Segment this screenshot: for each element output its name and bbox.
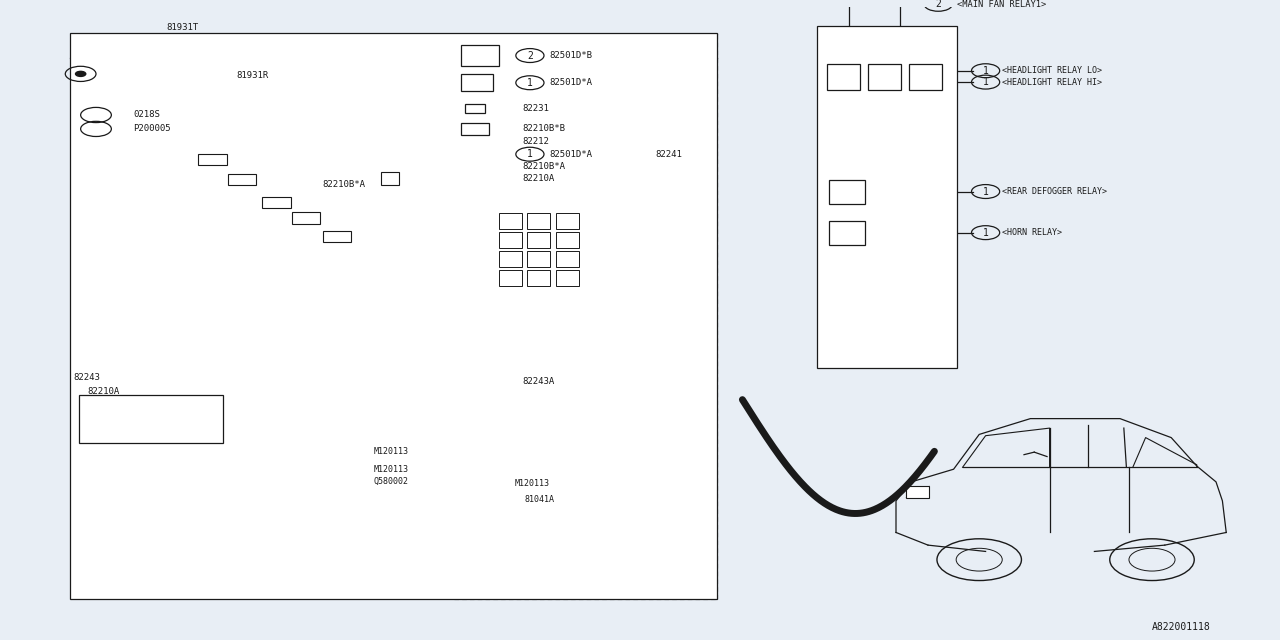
Text: 1: 1 [983,186,988,196]
Text: 81931R: 81931R [237,70,269,79]
Bar [827,65,860,90]
Bar [556,232,579,248]
Text: 82210B*B: 82210B*B [522,124,566,133]
Text: 82241: 82241 [655,150,682,159]
Text: <HEADLIGHT RELAY LO>: <HEADLIGHT RELAY LO> [1002,66,1102,76]
Text: 82243: 82243 [73,373,100,382]
Text: 1: 1 [527,149,532,159]
Bar [198,154,227,165]
Text: 1: 1 [983,228,988,237]
Bar [79,396,223,443]
Bar [868,65,901,90]
Text: 1: 1 [983,77,988,87]
Text: 81041A: 81041A [525,495,554,504]
Text: 82210A: 82210A [87,387,119,396]
Bar [465,104,485,113]
Text: 82231: 82231 [522,104,549,113]
Bar [323,231,351,242]
Text: 2: 2 [936,0,941,10]
Bar [556,213,579,229]
Text: 82243A: 82243A [522,378,554,387]
Text: 0218S: 0218S [133,111,160,120]
Bar [499,251,522,267]
Text: M120113: M120113 [515,479,549,488]
Text: <MAIN FAN RELAY1>: <MAIN FAN RELAY1> [957,0,1047,9]
Bar [499,270,522,286]
Text: 82501D*B: 82501D*B [549,51,593,60]
Bar [909,65,942,90]
Bar [499,232,522,248]
Text: <HEADLIGHT RELAY HI>: <HEADLIGHT RELAY HI> [1002,77,1102,86]
Text: 82210A: 82210A [522,173,554,183]
Bar [829,179,865,204]
Text: <HORN RELAY>: <HORN RELAY> [1002,228,1062,237]
Bar [461,74,493,91]
Bar [556,251,579,267]
Text: 82210B*A: 82210B*A [323,180,366,189]
Text: M120113: M120113 [374,447,408,456]
Bar [829,221,865,244]
Text: <REAR DEFOGGER RELAY>: <REAR DEFOGGER RELAY> [1002,187,1107,196]
Text: A822001118: A822001118 [1152,622,1211,632]
Text: M120113: M120113 [374,465,408,474]
Text: 82212: 82212 [522,137,549,146]
Text: 81931T: 81931T [166,23,198,32]
Bar [906,486,929,498]
Bar [262,196,291,208]
Text: 82501D*A: 82501D*A [549,78,593,87]
Text: 1: 1 [527,77,532,88]
Bar [228,174,256,185]
Bar [381,172,399,184]
Bar [461,123,489,135]
Bar [461,45,499,66]
Text: 82501D*A: 82501D*A [549,150,593,159]
Text: Q580002: Q580002 [374,477,408,486]
Bar [527,270,550,286]
Text: 82210B*A: 82210B*A [522,163,566,172]
Bar [817,26,957,368]
Circle shape [76,71,86,76]
Text: P200005: P200005 [133,124,170,133]
Bar [292,212,320,224]
Bar [527,213,550,229]
Bar [556,270,579,286]
Bar [70,33,717,599]
Bar [499,213,522,229]
Text: 1: 1 [983,66,988,76]
Bar [527,251,550,267]
Bar [527,232,550,248]
Text: 2: 2 [527,51,532,61]
